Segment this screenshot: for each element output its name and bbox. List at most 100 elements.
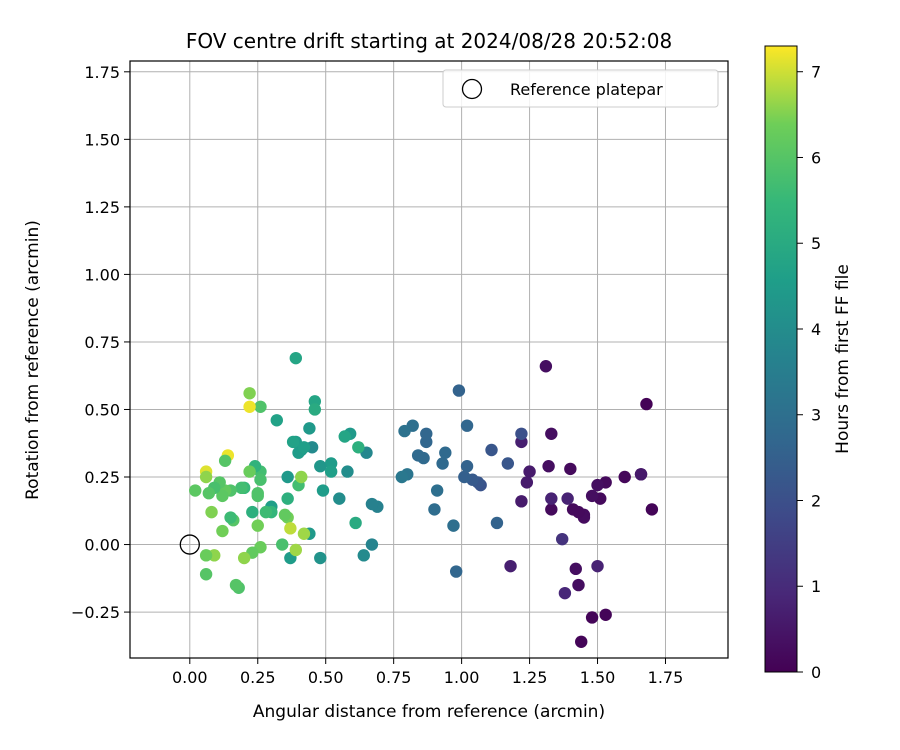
data-point bbox=[295, 470, 308, 484]
data-point bbox=[199, 549, 213, 562]
y-tick-label: 0.50 bbox=[84, 400, 120, 419]
data-point bbox=[490, 516, 504, 530]
y-axis-ticks: −0.25 0.00 0.25 0.50 0.75 1.00 1.25 1.50 1.75 bbox=[71, 63, 130, 622]
data-point bbox=[324, 465, 338, 478]
data-point bbox=[542, 460, 555, 473]
colorbar-ticks: 0 1 2 3 4 5 6 7 bbox=[797, 63, 821, 682]
y-tick-label: 1.25 bbox=[84, 198, 120, 217]
y-tick-label: 1.75 bbox=[84, 63, 120, 82]
data-point bbox=[561, 492, 574, 505]
data-point bbox=[420, 427, 433, 440]
data-point bbox=[229, 578, 243, 592]
data-point bbox=[286, 435, 300, 449]
data-point bbox=[254, 400, 267, 413]
data-point bbox=[545, 427, 558, 440]
data-point bbox=[357, 549, 370, 562]
data-point bbox=[566, 503, 580, 516]
data-point bbox=[395, 470, 409, 484]
colorbar-tick-label: 5 bbox=[811, 234, 821, 253]
data-point bbox=[218, 454, 232, 468]
data-point bbox=[308, 403, 322, 416]
data-point bbox=[270, 414, 283, 427]
data-point bbox=[436, 457, 449, 470]
data-point bbox=[243, 465, 256, 478]
data-point bbox=[352, 441, 365, 454]
data-point bbox=[199, 568, 213, 581]
data-point bbox=[189, 484, 202, 497]
data-point bbox=[216, 489, 229, 503]
data-point bbox=[618, 470, 631, 484]
data-point bbox=[572, 578, 585, 592]
data-point bbox=[202, 487, 216, 500]
x-tick-label: 0.25 bbox=[240, 668, 276, 687]
data-point bbox=[254, 473, 267, 486]
y-tick-label: −0.25 bbox=[71, 603, 120, 622]
data-point bbox=[316, 484, 330, 497]
data-point bbox=[341, 465, 354, 478]
data-point bbox=[515, 495, 528, 508]
data-point bbox=[314, 460, 327, 473]
data-point bbox=[515, 427, 528, 440]
data-point bbox=[558, 586, 572, 600]
legend-box bbox=[442, 69, 719, 108]
data-point bbox=[349, 516, 362, 530]
x-tick-label: 0.50 bbox=[308, 668, 344, 687]
data-point bbox=[235, 481, 248, 495]
data-point bbox=[365, 497, 379, 511]
colorbar-tick-label: 0 bbox=[811, 663, 821, 682]
colorbar-tick-label: 2 bbox=[811, 491, 821, 510]
data-point bbox=[585, 489, 599, 503]
data-point bbox=[365, 538, 379, 551]
data-point bbox=[520, 476, 534, 489]
x-axis-title: Angular distance from reference (arcmin) bbox=[253, 702, 605, 722]
data-point bbox=[564, 462, 577, 476]
data-point bbox=[460, 460, 474, 473]
colorbar-tick-label: 7 bbox=[811, 63, 821, 82]
data-point bbox=[333, 492, 346, 505]
data-point bbox=[289, 543, 303, 557]
data-point bbox=[224, 511, 237, 524]
reference-platepar-marker bbox=[179, 534, 200, 555]
data-point bbox=[411, 449, 425, 462]
x-axis-ticks: 0.00 0.25 0.50 0.75 1.00 1.25 1.50 1.75 bbox=[172, 658, 683, 687]
colorbar-tick-label: 3 bbox=[811, 406, 821, 425]
data-point bbox=[460, 419, 474, 432]
data-point bbox=[569, 562, 582, 576]
data-point bbox=[430, 484, 444, 497]
data-point bbox=[555, 532, 569, 546]
data-point bbox=[251, 489, 264, 503]
data-point bbox=[504, 559, 517, 573]
data-point bbox=[485, 443, 498, 457]
data-point bbox=[398, 424, 411, 438]
data-point bbox=[281, 470, 294, 484]
data-point bbox=[640, 397, 653, 411]
data-point bbox=[303, 422, 316, 435]
data-point bbox=[539, 360, 553, 373]
colorbar-tick-label: 6 bbox=[811, 148, 821, 167]
plot-frame bbox=[129, 60, 729, 659]
colorbar-tick-label: 4 bbox=[811, 320, 821, 339]
data-point bbox=[199, 470, 213, 484]
y-tick-label: 0.75 bbox=[84, 333, 120, 352]
y-tick-label: 0.25 bbox=[84, 468, 120, 487]
data-point bbox=[338, 430, 351, 443]
data-point bbox=[297, 441, 311, 454]
legend: Reference platepar bbox=[442, 69, 719, 108]
data-point bbox=[428, 503, 441, 516]
data-points bbox=[189, 351, 659, 648]
data-point bbox=[259, 505, 273, 519]
data-point bbox=[251, 519, 264, 532]
colorbar: 0 1 2 3 4 5 6 7 Hours from first FF file bbox=[764, 45, 853, 682]
data-point bbox=[575, 635, 588, 648]
x-tick-label: 1.75 bbox=[648, 668, 684, 687]
data-point bbox=[216, 524, 229, 538]
data-point bbox=[278, 508, 292, 522]
data-point bbox=[246, 505, 259, 519]
data-point bbox=[452, 384, 466, 397]
data-point bbox=[458, 470, 471, 484]
data-point bbox=[243, 400, 256, 413]
y-axis-title: Rotation from reference (arcmin) bbox=[23, 220, 43, 500]
data-point bbox=[284, 522, 297, 535]
x-tick-label: 0.75 bbox=[376, 668, 412, 687]
